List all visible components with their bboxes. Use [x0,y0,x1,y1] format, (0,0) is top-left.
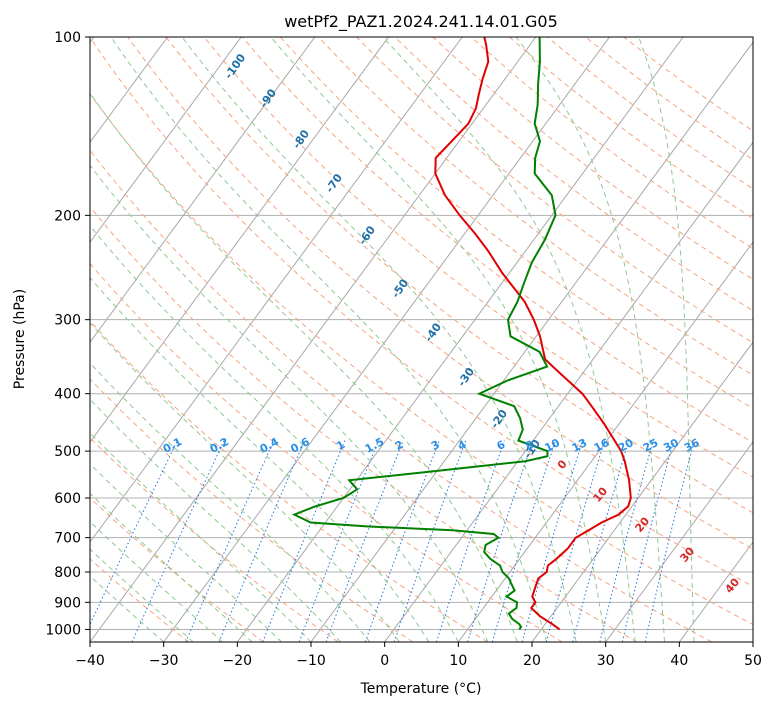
moist-adiabats [90,37,695,642]
mixing-ratio-label: 36 [682,436,702,455]
y-axis-title: Pressure (hPa) [12,289,28,389]
dry-adiabats [90,37,753,642]
mixing-ratio-label: 10 [542,436,562,455]
isotherm-line [752,641,753,642]
isotherm-line [90,37,242,244]
moist-adiabat-line [90,575,165,642]
mixing-ratio-line [545,440,606,642]
y-tick-label: 900 [54,595,81,611]
mixing-ratio-line [621,440,675,642]
moist-adiabat-line [110,37,548,642]
mixing-ratio-label: 30 [661,436,681,455]
moist-adiabat-line [90,276,430,642]
mixing-ratio-label: 16 [592,436,612,455]
dry-adiabat-line [90,37,753,587]
mixing-ratio-line [185,440,275,642]
isotherm-line [457,241,753,642]
mixing-ratio-line [644,440,695,642]
moist-adiabat-line [90,431,312,642]
y-tick-label: 200 [54,208,81,224]
moist-adiabat-line [90,164,489,642]
sounding-profiles [291,37,632,631]
moist-adiabat-line [90,398,341,642]
x-tick-label: −40 [75,653,105,669]
mixing-ratio-label: 13 [570,436,590,455]
y-axis-ticks: 100 200 300 400 500 600 700 800 900 1000 [45,30,90,638]
dewpoint-profile [291,37,557,631]
dry-adiabat-line [90,93,753,626]
moist-adiabat-line [638,37,695,642]
isotherm-line [384,141,753,642]
temperature-profile [434,37,632,631]
x-tick-label: 20 [523,653,541,669]
moist-adiabat-line [90,92,518,642]
dry-adiabat-line [90,262,563,642]
y-tick-label: 800 [54,565,81,581]
isotherm-gridlines [90,37,753,642]
y-tick-label: 500 [54,444,81,460]
dry-adiabat-line [90,558,190,642]
x-tick-label: 30 [597,653,615,669]
isotherm-line [531,341,753,642]
plot-frame [89,36,754,643]
moist-adiabat-line [90,322,400,642]
moist-adiabat-line [382,37,636,642]
dry-adiabat-line [165,37,753,514]
y-tick-label: 300 [54,313,81,329]
x-tick-label: 10 [449,653,467,669]
mixing-ratio-line [521,440,584,642]
x-tick-label: −30 [149,653,179,669]
isotherm-line [90,37,389,443]
moist-adiabat-line [270,37,607,642]
isotherm-line [90,37,168,144]
mixing-ratio-line [364,440,440,642]
mixing-ratio-line [218,440,305,642]
moist-adiabat-line [90,463,282,642]
moist-adiabat-line [90,521,223,642]
y-tick-label: 600 [54,491,81,507]
dry-adiabat-line [127,37,753,550]
x-tick-label: 40 [670,653,688,669]
x-tick-label: 50 [744,653,762,669]
moist-adiabat-line [90,362,371,642]
moist-adiabat-line [181,37,577,642]
y-tick-label: 700 [54,531,81,547]
dry-adiabat-line [90,149,712,642]
moist-adiabat-line [90,224,459,642]
isotherm-line [90,37,537,642]
isotherm-line [90,37,463,543]
isotherm-line [90,37,316,343]
x-axis-ticks: −40 −30 −20 −10 0 10 20 30 40 50 [75,642,762,669]
isotherm-line [236,37,684,642]
mixing-ratio-label: 20 [616,436,636,455]
x-tick-label: 0 [380,653,389,669]
mixing-ratio-line [131,440,225,642]
dry-adiabat-line [356,37,753,344]
x-tick-label: −10 [296,653,326,669]
moist-adiabat-line [90,548,194,642]
y-tick-label: 400 [54,387,81,403]
mixing-ratio-label: 25 [641,436,661,455]
y-tick-label: 1000 [45,622,81,638]
chart-title: wetPf2_PAZ1.2024.241.14.01.G05 [284,12,558,32]
x-tick-label: −20 [223,653,253,669]
mixing-ratio-line [599,440,654,642]
isotherm-line [310,41,753,642]
dry-adiabat-line [318,37,753,376]
dry-adiabat-line [90,378,414,642]
isotherm-line [605,441,753,642]
plot-background [90,37,753,642]
dry-adiabat-line [241,37,753,444]
mixing-ratio-line [393,440,467,642]
x-axis-title: Temperature (°C) [360,681,482,697]
moist-adiabat-line [515,37,666,642]
mixing-ratio-line [572,440,630,642]
isotherm-line [163,37,610,642]
y-tick-label: 100 [54,30,81,46]
mixing-ratio-line [491,440,556,642]
